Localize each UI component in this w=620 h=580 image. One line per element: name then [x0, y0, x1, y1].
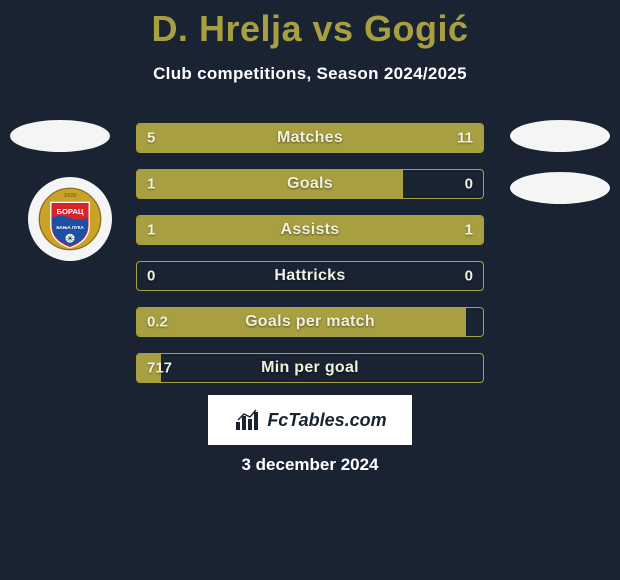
stat-row-matches: 5 Matches 11	[136, 123, 484, 153]
stat-left-value: 0	[147, 268, 155, 285]
stat-label: Goals per match	[245, 313, 375, 331]
stat-right-value: 0	[465, 268, 473, 285]
stat-left-value: 1	[147, 176, 155, 193]
stat-left-value: 717	[147, 360, 172, 377]
stat-right-value: 11	[457, 130, 473, 147]
subtitle: Club competitions, Season 2024/2025	[0, 64, 620, 84]
stat-row-min-per-goal: 717 Min per goal	[136, 353, 484, 383]
stat-left-value: 0.2	[147, 314, 168, 331]
stat-left-value: 1	[147, 222, 155, 239]
stat-left-value: 5	[147, 130, 155, 147]
stat-label: Goals	[287, 175, 333, 193]
stat-row-assists: 1 Assists 1	[136, 215, 484, 245]
stat-row-goals-per-match: 0.2 Goals per match	[136, 307, 484, 337]
stat-label: Hattricks	[274, 267, 345, 285]
stat-label: Min per goal	[261, 359, 359, 377]
stat-right-value: 1	[465, 222, 473, 239]
stat-label: Matches	[277, 129, 343, 147]
player-left-club-crest: 1926 БОРАЦ БАЊА ЛУКА	[28, 177, 112, 261]
date-label: 3 december 2024	[241, 455, 378, 475]
stat-row-hattricks: 0 Hattricks 0	[136, 261, 484, 291]
stat-row-goals: 1 Goals 0	[136, 169, 484, 199]
bar-fill-left	[137, 170, 403, 198]
page-title: D. Hrelja vs Gogić	[0, 0, 620, 50]
logo-label: FcTables.com	[267, 410, 386, 431]
fctables-logo[interactable]: FcTables.com	[208, 395, 412, 445]
player-right-avatar-placeholder	[510, 120, 610, 152]
stats-bars: 5 Matches 11 1 Goals 0 1 Assists 1 0 Hat…	[136, 123, 484, 399]
club-crest-icon: 1926 БОРАЦ БАЊА ЛУКА	[38, 187, 102, 251]
svg-text:БАЊА ЛУКА: БАЊА ЛУКА	[56, 225, 84, 230]
svg-text:БОРАЦ: БОРАЦ	[56, 207, 83, 216]
stat-right-value: 0	[465, 176, 473, 193]
svg-text:1926: 1926	[64, 193, 77, 199]
chart-icon	[233, 406, 261, 434]
player-left-avatar-placeholder	[10, 120, 110, 152]
stat-label: Assists	[280, 221, 339, 239]
player-right-club-placeholder	[510, 172, 610, 204]
